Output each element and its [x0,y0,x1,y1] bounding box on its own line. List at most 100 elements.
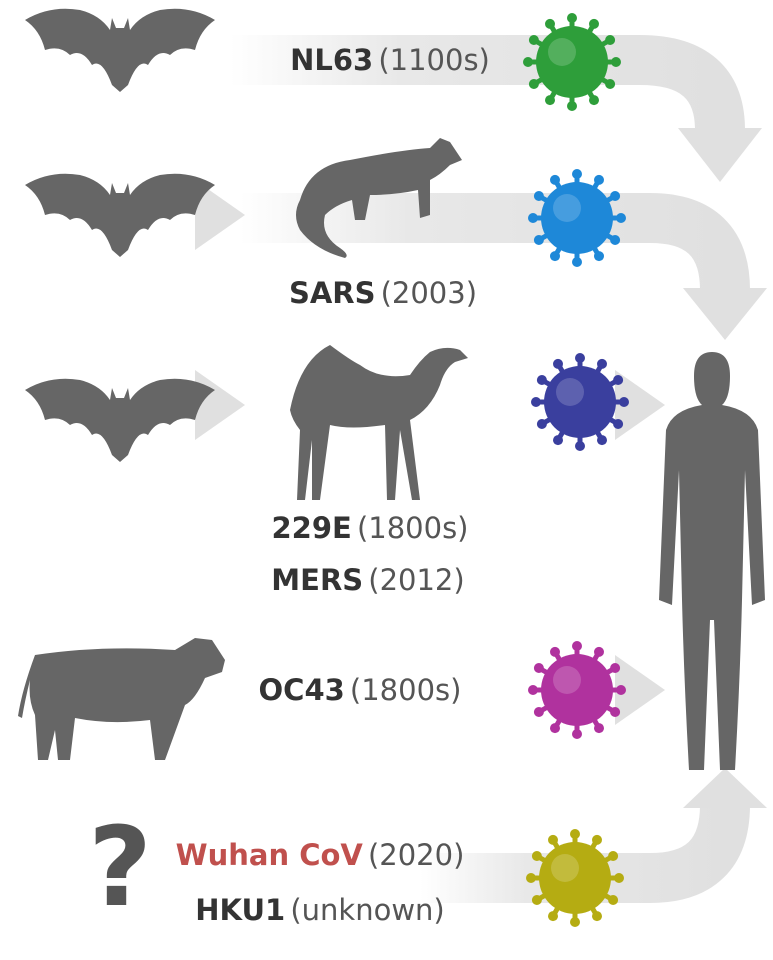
spike-tip [545,19,555,29]
spike-tip [597,359,607,369]
virus-label: MERS (2012) [271,563,464,597]
spike-tip [610,707,620,717]
virus-name: MERS [271,563,363,597]
spike-tip [572,641,582,651]
virus [528,169,626,267]
virus-label: HKU1 (unknown) [195,893,444,927]
spike-tip [550,723,560,733]
spike-tip [572,257,582,267]
spike-tip [532,851,542,861]
spike-tip [572,169,582,179]
virus-highlight [551,854,579,882]
spike-tip [567,101,577,111]
virus-highlight [553,194,581,222]
spike-tip [594,251,604,261]
spike-tip [534,191,544,201]
virus-date: (2012) [368,563,464,597]
spike-tip [528,685,538,695]
virus [523,13,621,111]
virus-date: (2003) [381,276,477,310]
spike-tip [548,911,558,921]
virus-highlight [556,378,584,406]
spike-tip [537,375,547,385]
spike-tip [597,435,607,445]
spike-tip [570,829,580,839]
spike-tip [550,175,560,185]
spike-tip [537,419,547,429]
virus-body [536,26,608,98]
spike-tip [589,95,599,105]
virus [531,353,629,451]
spike-tip [594,175,604,185]
spike-tip [553,359,563,369]
virus-body [541,182,613,254]
spike-tip [616,213,626,223]
spike-tip [610,235,620,245]
virus-name: Wuhan CoV [176,838,364,872]
spike-tip [567,13,577,23]
spike-tip [534,235,544,245]
spike-tip [611,57,621,67]
camel-icon [290,345,468,500]
virus-label: SARS (2003) [289,276,477,310]
virus-name: NL63 [290,43,373,77]
spike-tip [619,397,629,407]
spike-tip [526,873,536,883]
virus-name: SARS [289,276,376,310]
virus [526,829,624,927]
spike-tip [594,723,604,733]
spike-tip [575,353,585,363]
virus-icons [523,13,629,927]
spike-tip [608,851,618,861]
spike-tip [605,35,615,45]
spike-tip [613,419,623,429]
virus-body [544,366,616,438]
spike-tip [589,19,599,29]
spike-tip [545,95,555,105]
spike-tip [616,685,626,695]
cow-icon [18,638,225,760]
spike-tip [532,895,542,905]
virus-label: OC43 (1800s) [259,673,462,707]
spike-tip [610,191,620,201]
virus-name: HKU1 [195,893,285,927]
spike-tip [550,251,560,261]
virus-date: (1800s) [350,673,462,707]
virus-label: 229E (1800s) [272,511,469,545]
spike-tip [550,647,560,657]
virus-body [541,654,613,726]
spike-tip [570,917,580,927]
spike-tip [594,647,604,657]
coronavirus-origins-diagram: ? NL63 (1100s) SARS (2003) 229E (1800s) … [0,0,773,960]
virus-name: OC43 [259,673,345,707]
virus-body [539,842,611,914]
spike-tip [553,435,563,445]
virus-highlight [548,38,576,66]
spike-tip [572,729,582,739]
virus-label: NL63 (1100s) [290,43,490,77]
spike-tip [548,835,558,845]
spike-tip [614,873,624,883]
spike-tip [529,79,539,89]
spike-tip [528,213,538,223]
spike-tip [605,79,615,89]
virus-label: Wuhan CoV (2020) [176,838,465,872]
spike-tip [529,35,539,45]
virus-date: (unknown) [290,893,444,927]
spike-tip [531,397,541,407]
spike-tip [613,375,623,385]
virus-date: (2020) [368,838,464,872]
spike-tip [575,441,585,451]
virus-name: 229E [272,511,352,545]
human-icon [659,352,765,770]
spike-tip [534,707,544,717]
virus [528,641,626,739]
spike-tip [610,663,620,673]
spike-tip [608,895,618,905]
virus-date: (1800s) [357,511,469,545]
spike-tip [534,663,544,673]
spike-tip [592,911,602,921]
spike-tip [523,57,533,67]
virus-date: (1100s) [378,43,490,77]
unknown-source: ? [88,803,152,931]
